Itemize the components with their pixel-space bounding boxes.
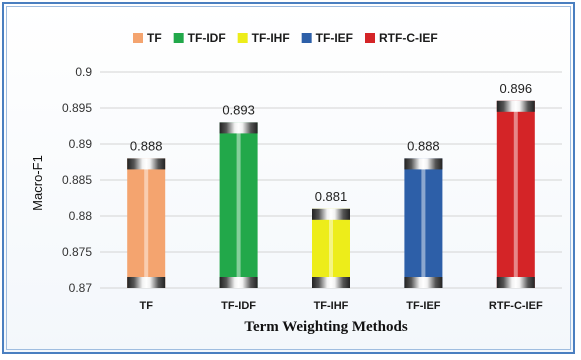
bar-top-cap — [127, 158, 166, 170]
bar-body — [219, 122, 258, 289]
legend-swatch — [133, 33, 143, 43]
legend-swatch — [237, 33, 248, 43]
x-tick-label: TF-IHF — [314, 300, 349, 312]
bar-top-cap — [219, 122, 258, 134]
y-tick-label: 0.89 — [69, 137, 93, 151]
data-label: 0.893 — [222, 102, 255, 117]
bar-top-cap — [404, 158, 443, 170]
bar-highlight — [329, 208, 333, 288]
y-tick-label: 0.9 — [75, 65, 92, 79]
bar-tf — [127, 158, 166, 288]
x-tick-label: RTF-C-IEF — [489, 300, 543, 312]
legend-item: TF-IEF — [301, 31, 353, 45]
bar-body — [312, 208, 350, 288]
x-tick-label: TF-IEF — [406, 300, 440, 312]
legend-label: TF — [147, 31, 162, 45]
legend-item: TF — [133, 31, 162, 45]
data-label: 0.888 — [407, 138, 440, 153]
bar-tf-ief — [404, 158, 443, 288]
legend-label: TF-IEF — [316, 31, 353, 45]
bar-bottom-cap — [496, 277, 535, 288]
data-label: 0.896 — [500, 81, 533, 96]
legend-label: TF-IHF — [252, 31, 290, 45]
bar-top-cap — [312, 208, 350, 220]
bar-body — [496, 100, 535, 288]
data-label: 0.888 — [130, 138, 163, 153]
bar-body — [404, 158, 443, 288]
bar-bottom-cap — [404, 277, 443, 288]
data-label: 0.881 — [315, 189, 348, 204]
y-tick-label: 0.88 — [69, 209, 93, 223]
bar-tf-idf — [219, 122, 258, 289]
bar-bottom-cap — [127, 277, 166, 288]
legend-item: TF-IHF — [237, 31, 290, 45]
legend-swatch — [173, 33, 184, 43]
bar-rtf-c-ief — [496, 100, 535, 288]
legend-label: TF-IDF — [188, 31, 226, 45]
y-tick-label: 0.885 — [62, 173, 92, 187]
legend-swatch — [301, 33, 312, 43]
legend-swatch — [365, 33, 375, 43]
bar-top-cap — [496, 100, 535, 112]
y-tick-label: 0.895 — [62, 101, 92, 115]
bar-highlight — [513, 100, 518, 288]
x-tick-label: TF — [139, 300, 153, 312]
chart-frame — [2, 2, 575, 354]
y-axis-label: Macro-F1 — [30, 155, 45, 211]
x-axis-label: Term Weighting Methods — [244, 319, 408, 335]
legend-item: TF-IDF — [173, 31, 226, 45]
bar-tf-ihf — [312, 208, 350, 288]
legend-label: RTF-C-IEF — [379, 31, 438, 45]
bar-highlight — [144, 158, 149, 288]
bar-body — [127, 158, 166, 288]
bar-highlight — [236, 122, 241, 289]
legend-item: RTF-C-IEF — [365, 31, 438, 45]
bar-bottom-cap — [219, 277, 258, 288]
bar-highlight — [421, 158, 426, 288]
y-tick-label: 0.875 — [62, 245, 92, 259]
x-tick-label: TF-IDF — [221, 300, 256, 312]
y-tick-label: 0.87 — [69, 281, 93, 295]
bar-bottom-cap — [312, 277, 350, 288]
